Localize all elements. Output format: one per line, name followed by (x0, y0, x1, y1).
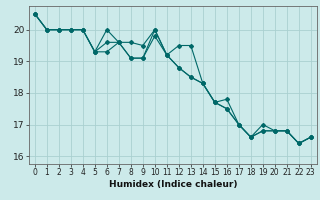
X-axis label: Humidex (Indice chaleur): Humidex (Indice chaleur) (108, 180, 237, 189)
